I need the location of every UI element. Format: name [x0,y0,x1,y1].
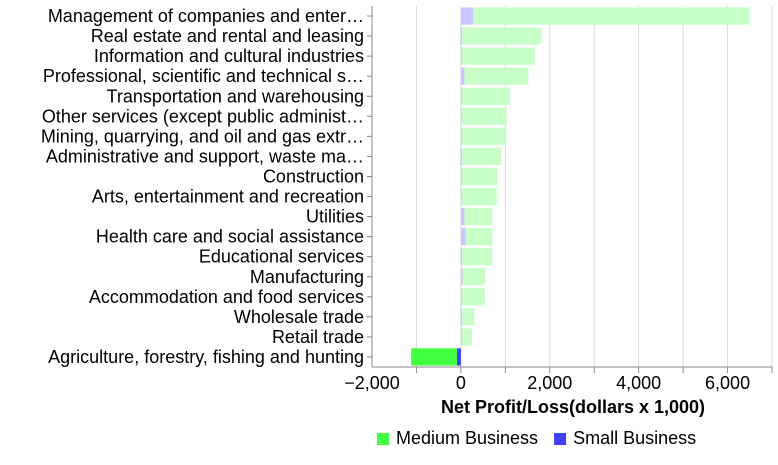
category-label: Accommodation and food services [89,287,364,307]
category-label: Transportation and warehousing [107,86,365,106]
category-label: Wholesale trade [234,307,364,327]
grid-lines [415,6,773,367]
x-tick-label: 4,000 [616,373,661,393]
bar-medium-business[interactable]: Utilities – Medium Business [464,207,493,226]
bar-small-business[interactable]: Professional, scientific and technical s… [460,67,465,85]
legend-label: Medium Business [396,428,538,448]
bar-small-business[interactable]: Retail trade – Small Business [460,328,462,346]
bar-medium-business[interactable]: Transportation and warehousing – Medium … [461,87,511,105]
bar-small-business[interactable]: Information and cultural industries – Sm… [460,47,462,65]
bar-medium-business[interactable]: Construction – Medium Business [461,167,498,186]
bar-medium-business[interactable]: Administrative and support, waste ma… – … [462,147,502,166]
bar-small-business[interactable]: Transportation and warehousing – Small B… [460,87,462,105]
bar-small-business[interactable]: Health care and social assistance – Smal… [460,228,466,246]
x-axis-title: Net Profit/Loss(dollars x 1,000) [441,397,705,417]
category-label: Agriculture, forestry, fishing and hunti… [48,347,364,367]
x-axis: −2,000 0 2,000 4,000 6,000 [344,366,773,393]
legend: Medium Business Small Business [377,428,696,448]
bar-medium-business[interactable]: Management of companies and enter… – Med… [473,7,750,25]
bar-medium-business[interactable]: Health care and social assistance – Medi… [465,228,493,246]
x-tick-label: 2,000 [527,373,572,393]
category-label: Health care and social assistance [96,227,364,247]
bar-medium-business[interactable]: Real estate and rental and leasing – Med… [462,27,541,45]
category-label: Manufacturing [250,267,364,287]
category-label: Professional, scientific and technical s… [43,66,364,86]
legend-swatch [377,433,389,445]
bar-small-business[interactable]: Administrative and support, waste ma… – … [460,147,463,166]
bar-small-business[interactable]: Manufacturing – Small Business [460,268,463,286]
category-label: Arts, entertainment and recreation [92,187,364,207]
category-label: Administrative and support, waste ma… [46,146,364,166]
y-axis: Management of companies and enter…Real e… [41,6,373,367]
bar-medium-business[interactable]: Wholesale trade – Medium Business [462,308,475,326]
bar-medium-business[interactable]: Information and cultural industries – Me… [461,47,535,65]
x-tick-label: −2,000 [344,373,400,393]
bar-small-business[interactable]: Wholesale trade – Small Business [460,308,463,326]
bar-small-business[interactable]: Arts, entertainment and recreation – Sma… [460,187,462,206]
x-tick-label: 0 [456,373,466,393]
category-label: Mining, quarrying, and oil and gas extr… [41,126,364,146]
category-label: Other services (except public administ… [42,106,364,126]
bar-small-business[interactable]: Management of companies and enter… – Sma… [460,7,474,25]
bar-medium-business[interactable]: Educational services – Medium Business [462,248,493,266]
bar-small-business[interactable]: Educational services – Small Business [460,248,463,266]
bar-small-business[interactable]: Construction – Small Business [460,167,462,186]
bar-medium-business[interactable]: Retail trade – Medium Business [461,328,472,346]
category-label: Real estate and rental and leasing [91,26,364,46]
bar-medium-business[interactable]: Arts, entertainment and recreation – Med… [461,187,497,206]
bar-medium-business[interactable]: Mining, quarrying, and oil and gas extr…… [461,127,507,145]
category-label: Educational services [199,247,364,267]
bar-medium-business[interactable]: Professional, scientific and technical s… [464,67,529,85]
bar-medium-business[interactable]: Other services (except public administ… … [461,107,507,125]
bar-small-business[interactable]: Other services (except public administ… … [460,107,462,125]
legend-label: Small Business [573,428,696,448]
bar-small-business[interactable]: Agriculture, forestry, fishing and hunti… [456,348,461,366]
legend-swatch [554,433,567,445]
bar-small-business[interactable]: Real estate and rental and leasing – Sma… [460,27,463,45]
bar-small-business[interactable]: Mining, quarrying, and oil and gas extr…… [460,127,462,145]
bar-medium-business[interactable]: Manufacturing – Medium Business [462,268,486,286]
bar-small-business[interactable]: Accommodation and food services – Small … [460,288,462,306]
category-label: Construction [263,166,364,186]
x-tick-label: 6,000 [705,373,750,393]
bar-medium-business[interactable]: Accommodation and food services – Medium… [461,288,485,306]
category-label: Information and cultural industries [94,46,364,66]
category-label: Retail trade [272,327,364,347]
bar-medium-business[interactable]: Agriculture, forestry, fishing and hunti… [411,348,457,366]
category-label: Management of companies and enter… [48,6,364,26]
bars: Management of companies and enter… – Sma… [411,7,750,366]
category-label: Utilities [306,207,364,227]
bar-small-business[interactable]: Utilities – Small Business [460,207,465,226]
